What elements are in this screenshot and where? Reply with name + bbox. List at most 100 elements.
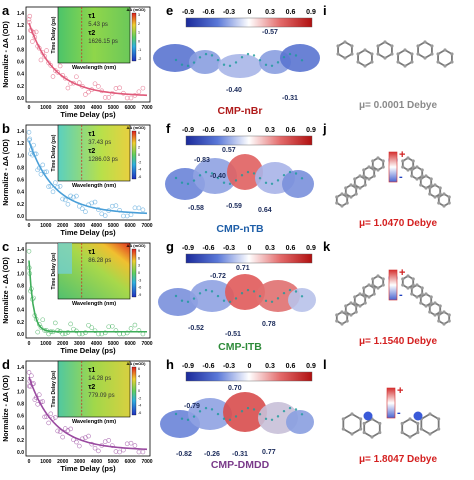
aromatic-ring: [428, 301, 442, 317]
esp-colorbar-tick: 0.6: [286, 127, 296, 134]
esp-surface: [158, 274, 316, 316]
data-point: [31, 142, 36, 148]
colorbar-tick: 2: [138, 146, 140, 150]
y-tick-label: 1.2: [17, 377, 24, 383]
atom-dot: [180, 63, 184, 66]
x-tick-label: 2000: [57, 459, 68, 465]
inset-colorbar: [131, 130, 137, 180]
decay-panel-b: b Normalize - ΔA (OD) 0.0 0.2 0.4 0.6 0.8 1.0 1.…: [2, 121, 153, 237]
esp-colorbar-tick: 0.9: [306, 9, 316, 16]
esp-value-label: -0.79: [184, 403, 200, 410]
carbon-atom: [423, 56, 427, 60]
carbon-atom: [401, 283, 405, 287]
atom-dot: [240, 410, 244, 413]
carbon-atom: [383, 40, 387, 44]
x-tick-label: 0: [28, 223, 31, 229]
data-point: [92, 445, 98, 451]
inset-x-label: Wavelength (nm): [72, 65, 116, 71]
atom-dot: [174, 176, 178, 180]
colorbar-tick: -9: [138, 293, 141, 297]
carbon-atom: [349, 195, 353, 199]
decay-panel-a: a Normalize - ΔA (OD) 0.0 0.2 0.4 0.6 0.8 1.0 1.…: [2, 3, 153, 119]
carbon-atom: [406, 156, 410, 160]
carbon-atom: [367, 295, 371, 299]
panel-label: j: [322, 121, 327, 136]
carbon-atom: [370, 60, 374, 64]
panel-label: f: [166, 121, 171, 136]
colorbar-tick: 6: [138, 367, 140, 371]
x-tick-label: 5000: [108, 105, 119, 111]
atom-dot: [216, 58, 220, 62]
data-point: [83, 330, 88, 335]
aromatic-ring: [371, 156, 385, 172]
colorbar-title: ΔA (mOD): [127, 243, 147, 248]
fit-curve: [28, 376, 148, 451]
molecule-panel-j: j + - μ= 1.0470 Debye: [322, 121, 451, 229]
data-point: [96, 84, 101, 89]
esp-value-label: -0.82: [176, 451, 192, 458]
data-point: [74, 193, 79, 199]
colorbar-title: ΔA (mOD): [127, 7, 147, 12]
data-point: [30, 39, 35, 44]
carbon-atom: [437, 417, 441, 421]
inset-y-label: Time Delay (ps): [51, 370, 57, 407]
carbon-atom: [396, 60, 400, 64]
carbon-atom: [345, 201, 349, 205]
panel-label: i: [323, 3, 327, 18]
aromatic-ring: [410, 165, 424, 181]
fit-curve: [28, 22, 148, 97]
tau2-value: 1626.15 ps: [88, 39, 118, 45]
esp-colorbar-tick: -0.3: [223, 363, 235, 370]
carbon-atom: [424, 186, 428, 190]
atom-dot: [246, 170, 250, 174]
aromatic-ring: [342, 412, 362, 436]
x-tick-label: 1000: [40, 223, 51, 229]
carbon-atom: [362, 286, 366, 290]
data-point: [113, 328, 119, 333]
y-tick-label: 0.6: [17, 60, 24, 66]
fit-curve: [28, 260, 147, 333]
panel-label: e: [166, 3, 173, 18]
esp-surface: [165, 154, 314, 200]
x-tick-label: 3000: [74, 341, 85, 347]
data-point: [109, 323, 115, 329]
carbon-atom: [344, 310, 348, 314]
dipole-moment-label: μ= 1.8047 Debye: [359, 454, 438, 465]
atom-dot: [186, 64, 190, 68]
carbon-atom: [372, 174, 376, 178]
carbon-atom: [406, 274, 410, 278]
atom-dot: [300, 295, 304, 298]
colorbar-tick: 1: [138, 31, 140, 35]
carbon-atom: [419, 183, 423, 187]
colorbar-tick: 0: [138, 153, 140, 157]
esp-colorbar-tick: -0.6: [202, 127, 214, 134]
esp-colorbar-tick: 0.9: [306, 127, 316, 134]
carbon-atom: [420, 174, 424, 178]
esp-surface: [153, 44, 320, 78]
atom-dot: [192, 61, 196, 64]
x-tick-label: 4000: [91, 341, 102, 347]
y-tick-label: 0.0: [17, 450, 24, 456]
data-point: [102, 330, 108, 336]
carbon-atom: [354, 310, 358, 314]
data-point: [106, 95, 112, 100]
y-tick-label: 0.2: [17, 84, 24, 90]
x-tick-label: 1000: [40, 105, 51, 111]
data-point: [113, 203, 119, 208]
atom-dot: [210, 54, 214, 57]
molecule-panel-i: i μ= 0.0001 Debye: [323, 3, 454, 111]
aromatic-ring: [362, 165, 376, 181]
data-point: [52, 180, 58, 186]
atom-dot: [276, 61, 280, 64]
carbon-atom: [371, 159, 375, 163]
colorbar-tick: -1: [138, 48, 141, 52]
carbon-atom: [343, 56, 347, 60]
colorbar-tick: 6: [138, 131, 140, 135]
data-point: [42, 414, 47, 420]
carbon-atom: [362, 168, 366, 172]
atom-dot: [210, 290, 214, 293]
atom-dot: [174, 58, 178, 62]
carbon-atom: [450, 52, 454, 56]
esp-panels: e -0.9 -0.6 -0.3 0 0.3 0.6 0.9-0.57-0.40-0.31CM…: [153, 3, 320, 471]
